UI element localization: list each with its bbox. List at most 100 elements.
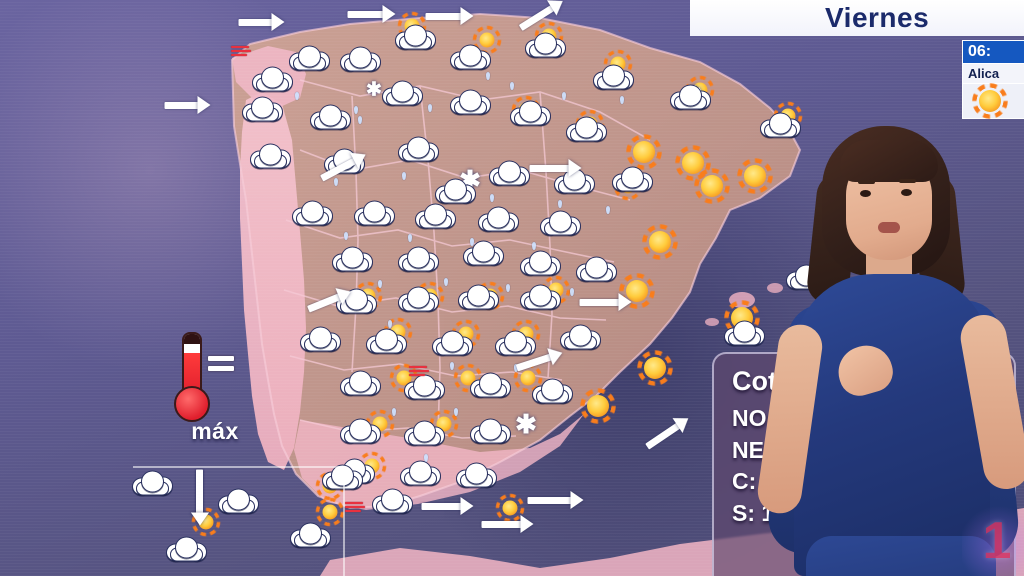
cloud-icon	[310, 104, 351, 130]
rain-drop-icon	[606, 206, 610, 214]
weather-presenter	[754, 118, 1024, 576]
rain-drop-icon	[388, 320, 392, 328]
fog-icon	[231, 46, 251, 58]
sun-icon	[701, 175, 723, 197]
rain-drop-icon	[295, 92, 299, 100]
rain-drop-icon	[562, 92, 566, 100]
cloud-icon	[340, 418, 381, 444]
rain-drop-icon	[408, 234, 412, 242]
cloud-icon	[398, 286, 439, 312]
presenter-dress	[794, 274, 990, 576]
wind-arrow-icon	[347, 5, 397, 23]
rain-drop-icon	[402, 172, 406, 180]
wind-arrow-icon	[425, 7, 475, 25]
canary-islands-inset	[133, 466, 345, 576]
cloud-icon	[432, 330, 473, 356]
cloud-icon	[366, 328, 407, 354]
sun-icon	[520, 370, 536, 386]
rain-drop-icon	[450, 362, 454, 370]
cloud-icon	[576, 256, 617, 282]
sun-icon	[198, 514, 214, 530]
fog-icon	[409, 366, 429, 378]
rain-drop-icon	[358, 116, 362, 124]
sun-icon	[649, 231, 671, 253]
rain-drop-icon	[378, 280, 382, 288]
chip-time-value: 06	[968, 43, 986, 60]
cloud-icon	[218, 488, 259, 514]
cloud-icon	[395, 24, 436, 50]
cloud-icon	[398, 246, 439, 272]
wind-arrow-icon	[164, 96, 212, 114]
cloud-icon	[520, 284, 561, 310]
rain-drop-icon	[620, 96, 624, 104]
cloud-icon	[332, 246, 373, 272]
sun-icon	[479, 32, 495, 48]
channel-logo: 1	[982, 512, 1012, 570]
rain-drop-icon	[506, 284, 510, 292]
cloud-icon	[415, 203, 456, 229]
rain-drop-icon	[344, 232, 348, 240]
fog-icon	[345, 502, 365, 514]
cloud-icon	[593, 64, 634, 90]
cloud-icon	[510, 100, 551, 126]
sun-icon	[682, 152, 704, 174]
sun-icon	[502, 500, 518, 516]
wind-arrow-icon	[421, 497, 475, 515]
cloud-icon	[252, 66, 293, 92]
wind-arrow-icon	[529, 159, 583, 177]
cloud-icon	[382, 80, 423, 106]
cloud-icon	[532, 378, 573, 404]
rain-drop-icon	[424, 454, 428, 462]
day-label: Viernes	[825, 2, 930, 33]
cloud-icon	[456, 462, 497, 488]
cloud-icon	[404, 420, 445, 446]
cloud-icon	[322, 464, 363, 490]
cloud-icon	[670, 84, 711, 110]
cloud-icon	[566, 116, 607, 142]
cloud-icon	[760, 112, 801, 138]
sun-icon	[587, 395, 609, 417]
cloud-icon	[478, 206, 519, 232]
chip-city-name: Alica	[962, 64, 1024, 84]
wind-arrow-icon	[481, 515, 535, 533]
snowflake-icon: ✱	[366, 79, 382, 101]
thermometer-bulb	[174, 386, 210, 422]
cloud-icon	[132, 470, 173, 496]
snowflake-icon: ✱	[515, 409, 537, 439]
day-banner: Viernes	[690, 0, 1024, 36]
max-temp-label: máx	[191, 418, 239, 444]
equals-icon	[208, 354, 234, 374]
cloud-icon	[520, 250, 561, 276]
rain-drop-icon	[470, 238, 474, 246]
cloud-icon	[336, 288, 377, 314]
chip-sun-icon	[962, 84, 1024, 119]
wind-arrow-icon	[527, 491, 585, 509]
cloud-icon	[470, 372, 511, 398]
temperature-legend: máx	[160, 330, 270, 444]
cloud-icon	[289, 45, 330, 71]
rain-drop-icon	[532, 242, 536, 250]
cloud-icon	[400, 460, 441, 486]
cloud-icon	[463, 240, 504, 266]
cloud-icon	[724, 320, 765, 346]
cloud-icon	[166, 536, 207, 562]
rain-drop-icon	[510, 82, 514, 90]
rain-drop-icon	[444, 278, 448, 286]
cloud-icon	[525, 32, 566, 58]
cloud-icon	[242, 96, 283, 122]
rain-drop-icon	[486, 72, 490, 80]
cloud-icon	[612, 166, 653, 192]
cloud-icon	[540, 210, 581, 236]
cloud-icon	[458, 284, 499, 310]
sun-icon	[633, 141, 655, 163]
logo-glow	[962, 502, 1024, 576]
cloud-icon	[495, 330, 536, 356]
city-forecast-chip[interactable]: 06: Alica	[962, 40, 1024, 119]
rain-drop-icon	[354, 106, 358, 114]
rain-drop-icon	[334, 178, 338, 186]
thermometer-icon	[182, 332, 202, 398]
cloud-icon	[290, 522, 331, 548]
wind-arrow-icon	[579, 293, 633, 311]
sun-icon	[644, 357, 666, 379]
